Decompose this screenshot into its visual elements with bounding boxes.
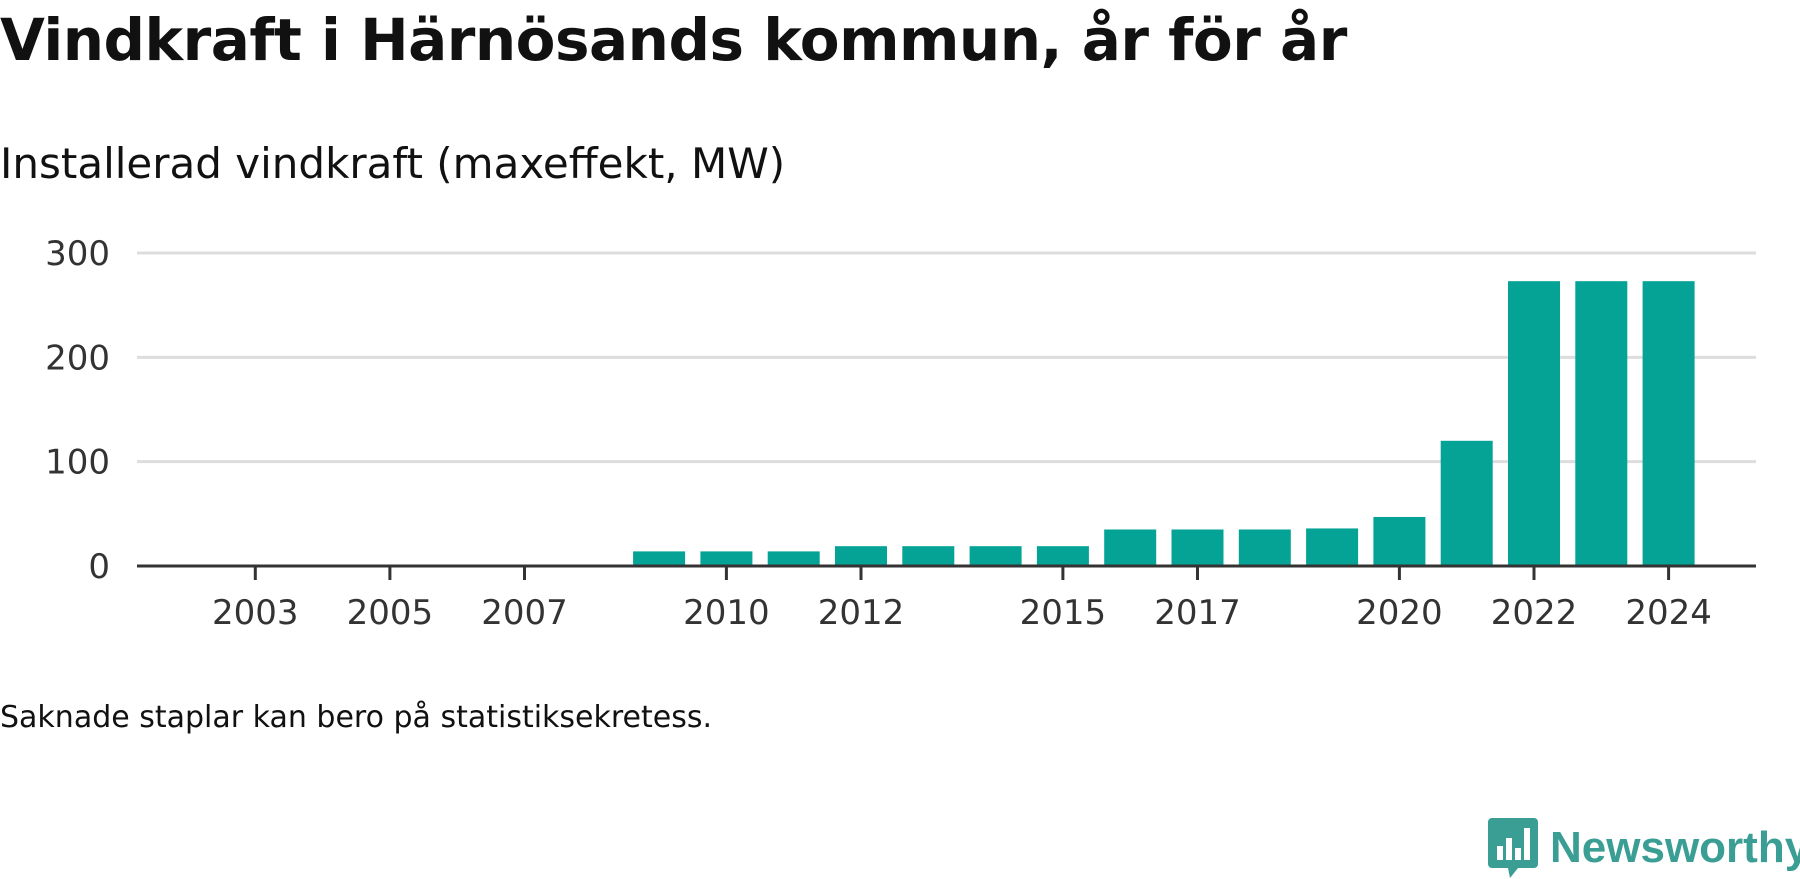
x-tick-label: 2015 xyxy=(1020,593,1107,633)
bar-2021 xyxy=(1440,440,1493,566)
y-tick-label: 200 xyxy=(45,338,110,378)
y-tick-label: 300 xyxy=(45,234,110,274)
x-tick-label: 2020 xyxy=(1356,593,1443,633)
bar-2012 xyxy=(835,546,887,566)
x-tick-label: 2007 xyxy=(481,593,568,633)
bar-2010 xyxy=(700,551,753,566)
x-tick-label: 2024 xyxy=(1625,593,1712,633)
bar-2015 xyxy=(1036,546,1089,566)
footnote: Saknade staplar kan bero på statistiksek… xyxy=(0,700,713,735)
x-tick-label: 2022 xyxy=(1491,593,1578,633)
bar-2023 xyxy=(1575,281,1628,566)
y-tick-label: 0 xyxy=(88,547,110,587)
bar-2017 xyxy=(1171,529,1224,566)
bars xyxy=(633,281,1695,566)
x-tick-labels: 2003 2005 2007 2010 2012 2015 2017 2020 2022 2024 xyxy=(212,593,1712,633)
bar-2013 xyxy=(902,546,955,566)
bar-2014 xyxy=(969,546,1022,566)
bar-2024 xyxy=(1642,281,1695,566)
x-tick-label: 2012 xyxy=(818,593,905,633)
y-tick-labels: 0 100 200 300 xyxy=(45,234,110,587)
y-tick-label: 100 xyxy=(45,443,110,483)
x-tick-label: 2005 xyxy=(347,593,434,633)
x-axis xyxy=(137,564,1756,580)
chart-subtitle: Installerad vindkraft (maxeffekt, MW) xyxy=(0,139,786,188)
bar-2016 xyxy=(1104,529,1157,566)
chart-title: Vindkraft i Härnösands kommun, år för år xyxy=(0,6,1347,74)
bar-2020 xyxy=(1373,516,1426,566)
bar-2011 xyxy=(767,551,820,566)
bar-2018 xyxy=(1238,529,1291,566)
bar-2019 xyxy=(1306,528,1359,566)
bar-2022 xyxy=(1508,281,1560,566)
x-tick-label: 2003 xyxy=(212,593,299,633)
newsworthy-logo: Newsworthy xyxy=(1488,818,1800,878)
brand-name: Newsworthy xyxy=(1550,823,1800,872)
chart-speech-bubble-icon xyxy=(1488,818,1538,878)
x-tick-label: 2010 xyxy=(683,593,770,633)
bar-2009 xyxy=(633,551,686,566)
x-tick-label: 2017 xyxy=(1154,593,1241,633)
